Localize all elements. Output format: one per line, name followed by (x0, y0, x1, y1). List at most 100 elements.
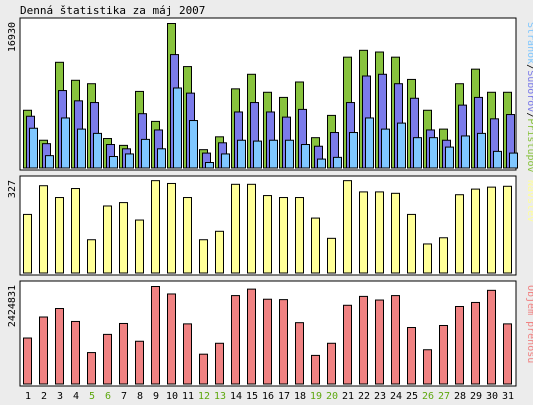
bar-Stránok-8 (141, 138, 150, 169)
bar-Stránok-27 (445, 146, 454, 169)
bar-Objem prenosu-18 (295, 322, 304, 385)
bar-Návštev-15 (247, 183, 256, 274)
x-tick-label-22: 22 (358, 391, 370, 402)
bar-Stránok-1 (29, 127, 38, 169)
bar-Stránok-20 (333, 156, 342, 169)
bar-Objem prenosu-24 (391, 295, 400, 385)
bar-Návštev-18 (295, 197, 304, 274)
bar-Stránok-29 (477, 132, 486, 169)
x-tick-label-24: 24 (390, 391, 402, 402)
bar-Návštev-21 (343, 180, 352, 274)
bar-Objem prenosu-31 (503, 323, 512, 385)
bar-Návštev-11 (183, 197, 192, 274)
bar-Objem prenosu-15 (247, 288, 256, 385)
bar-Návštev-6 (103, 205, 112, 274)
bar-Návštev-24 (391, 192, 400, 274)
bar-Objem prenosu-1 (23, 337, 32, 385)
y-max-label: 16930 (7, 22, 18, 52)
x-tick-label-1: 1 (25, 391, 31, 402)
bar-Návštev-17 (279, 197, 288, 274)
x-tick-label-6: 6 (105, 391, 111, 402)
x-tick-label-14: 14 (230, 391, 242, 402)
bar-Stránok-21 (349, 132, 358, 169)
bar-Stránok-3 (61, 117, 70, 169)
x-tick-label-20: 20 (326, 391, 338, 402)
bar-Objem prenosu-7 (119, 322, 128, 385)
x-tick-label-23: 23 (374, 391, 386, 402)
bar-Objem prenosu-30 (487, 289, 496, 385)
legend-entry: Súborov (525, 70, 533, 112)
x-tick-label-12: 12 (198, 391, 210, 402)
bar-Návštev-8 (135, 219, 144, 274)
bar-Objem prenosu-14 (231, 295, 240, 385)
bar-Objem prenosu-6 (103, 333, 112, 385)
bar-Objem prenosu-29 (471, 301, 480, 385)
x-tick-label-21: 21 (342, 391, 354, 402)
bar-Návštev-31 (503, 185, 512, 274)
legend-entry: Návštev (525, 180, 533, 222)
bar-Návštev-22 (359, 191, 368, 274)
bar-Stránok-6 (109, 156, 118, 169)
x-tick-label-27: 27 (438, 391, 450, 402)
bar-Objem prenosu-16 (263, 298, 272, 385)
x-tick-label-17: 17 (278, 391, 290, 402)
bar-Objem prenosu-2 (39, 316, 48, 385)
legend-entry: Objem prenosu (525, 285, 533, 363)
x-tick-label-7: 7 (121, 391, 127, 402)
panel-top: 16930 Stránok/Súborov/Prístupov (7, 17, 533, 173)
legend-top: Stránok/Súborov/Prístupov (525, 22, 533, 173)
x-tick-label-3: 3 (57, 391, 63, 402)
x-tick-label-2: 2 (41, 391, 47, 402)
bar-Stránok-16 (269, 139, 278, 169)
bar-Návštev-10 (167, 182, 176, 274)
bar-Objem prenosu-13 (215, 342, 224, 385)
bar-Návštev-3 (55, 197, 64, 274)
bar-Návštev-30 (487, 186, 496, 274)
x-tick-label-29: 29 (470, 391, 482, 402)
bar-Stránok-31 (509, 152, 518, 169)
bar-Stránok-13 (221, 153, 230, 169)
legend-entry: / (525, 64, 533, 70)
x-tick-label-11: 11 (182, 391, 194, 402)
bar-Objem prenosu-27 (439, 324, 448, 385)
series-Stránok (29, 87, 518, 169)
x-tick-label-31: 31 (502, 391, 514, 402)
bar-Objem prenosu-4 (71, 320, 80, 385)
bar-Stránok-14 (237, 139, 246, 169)
x-tick-label-28: 28 (454, 391, 466, 402)
y-max-label: 327 (7, 180, 18, 198)
bar-Návštev-7 (119, 202, 128, 274)
legend-bottom: Objem prenosu (525, 285, 533, 363)
chart-panels: 16930 Stránok/Súborov/Prístupov 327 Návštev… (7, 17, 533, 387)
bar-Návštev-28 (455, 194, 464, 274)
bar-Objem prenosu-21 (343, 304, 352, 385)
bar-Objem prenosu-8 (135, 340, 144, 385)
bar-Návštev-19 (311, 217, 320, 274)
bar-Stránok-28 (461, 135, 470, 169)
bar-Stránok-10 (173, 87, 182, 169)
bar-Návštev-29 (471, 188, 480, 274)
bar-Návštev-16 (263, 195, 272, 274)
bar-Stránok-24 (397, 122, 406, 169)
bar-Stránok-12 (205, 162, 214, 169)
bar-Objem prenosu-28 (455, 305, 464, 385)
bar-Objem prenosu-17 (279, 299, 288, 385)
bar-Objem prenosu-11 (183, 323, 192, 385)
legend-middle: Návštev (525, 180, 533, 222)
x-tick-label-4: 4 (73, 391, 79, 402)
bar-Návštev-5 (87, 239, 96, 274)
bar-Návštev-23 (375, 191, 384, 274)
bar-Stránok-23 (381, 128, 390, 169)
bar-Stránok-11 (189, 120, 198, 169)
panel-middle: 327 Návštev (7, 175, 533, 276)
bar-Objem prenosu-9 (151, 286, 160, 385)
bar-Objem prenosu-3 (55, 308, 64, 385)
y-max-label: 2424831 (7, 285, 18, 327)
chart-title: Denná štatistika za máj 2007 (20, 4, 205, 17)
bar-Návštev-1 (23, 213, 32, 274)
x-axis-labels: 1 2 3 4 5 6 7 8 9 10 11 12 13 14 15 16 17 18 19 20 21 22 23 24 2… (25, 391, 514, 402)
x-tick-label-18: 18 (294, 391, 306, 402)
x-tick-label-30: 30 (486, 391, 498, 402)
panel-bottom: 2424831 Objem prenosu (7, 280, 533, 387)
bar-Návštev-27 (439, 237, 448, 274)
